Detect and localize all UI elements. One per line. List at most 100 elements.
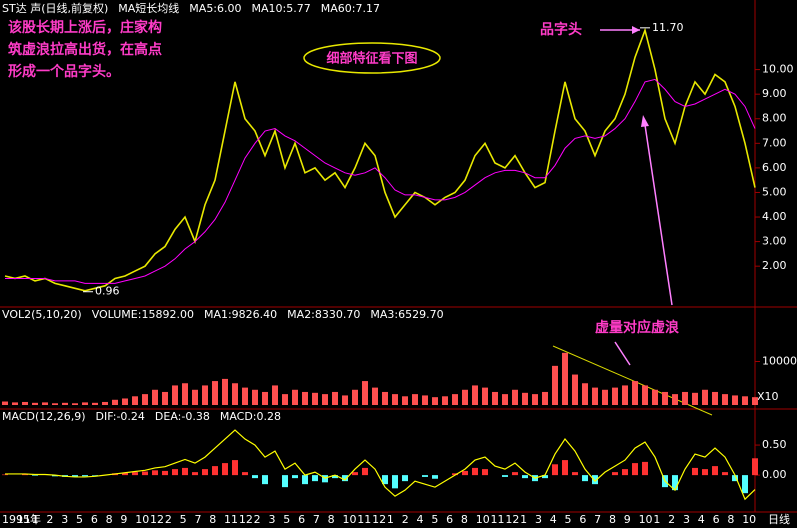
bar <box>52 403 58 405</box>
bar <box>222 378 228 405</box>
bar <box>732 475 738 482</box>
arrow-head <box>632 26 640 34</box>
bar <box>2 401 8 405</box>
x-tick-label: 9 <box>120 513 127 526</box>
bar <box>742 475 748 494</box>
bar <box>472 467 478 476</box>
x-tick-label: 4 <box>550 513 557 526</box>
x-tick-label: 8 <box>461 513 468 526</box>
bar <box>622 469 628 476</box>
bar <box>452 394 458 405</box>
bar <box>632 381 638 405</box>
price-label: 11.70 <box>652 21 684 34</box>
bar <box>562 352 568 405</box>
bar <box>132 396 138 405</box>
y-tick-label: 5.00 <box>762 185 787 198</box>
timeframe: 日线 <box>768 512 790 526</box>
bar <box>42 402 48 405</box>
bar <box>352 389 358 405</box>
bar <box>202 385 208 405</box>
bar <box>22 474 28 476</box>
y-tick-label: 6.00 <box>762 161 787 174</box>
bar <box>492 391 498 405</box>
bar <box>432 397 438 405</box>
y-tick-label: 4.00 <box>762 210 787 223</box>
bar <box>512 389 518 405</box>
x-tick-label: 4 <box>417 513 424 526</box>
x-tick-label: 5 <box>565 513 572 526</box>
x-tick-label: 12 <box>150 513 164 526</box>
y-tick-label: 0.00 <box>762 468 787 481</box>
bar <box>82 475 88 477</box>
bar <box>522 475 528 479</box>
x-tick-label: 3 <box>268 513 275 526</box>
bar <box>652 389 658 405</box>
bar <box>192 389 198 405</box>
x-tick-label: 1 <box>387 513 394 526</box>
x-tick-label: 12 <box>505 513 519 526</box>
legend-entry: MA3:6529.70 <box>370 308 443 321</box>
indicator-line <box>5 429 756 501</box>
bar <box>462 470 468 476</box>
arrow <box>614 341 631 366</box>
y-tick-label: 0.50 <box>762 438 787 451</box>
bar <box>712 391 718 405</box>
bar <box>322 394 328 405</box>
y-tick-label: 8.00 <box>762 112 787 125</box>
bar <box>182 467 188 476</box>
bar <box>712 466 718 476</box>
badge-outline <box>303 42 441 74</box>
price-label: 0.96 <box>95 285 120 298</box>
bar <box>592 387 598 405</box>
bar <box>212 381 218 405</box>
bar <box>342 395 348 405</box>
bar <box>112 399 118 405</box>
x-tick-label: 8 <box>727 513 734 526</box>
bar <box>122 472 128 476</box>
bar <box>282 394 288 405</box>
legend-entry: VOL2(5,10,20) <box>2 308 82 321</box>
y-tick-label: 10.00 <box>762 63 794 76</box>
bar <box>722 472 728 476</box>
bar <box>262 475 268 485</box>
bar <box>422 475 428 477</box>
x-tick-label: 7 <box>313 513 320 526</box>
legend-entry: DEA:-0.38 <box>155 410 210 423</box>
note-line: 形成一个品字头。 <box>8 63 120 80</box>
bar <box>312 392 318 405</box>
x-tick-label: 4 <box>698 513 705 526</box>
top-label: 品字头 <box>540 21 582 38</box>
bar <box>732 395 738 405</box>
bar <box>232 460 238 476</box>
x-tick-label: 10 <box>742 513 756 526</box>
legend-entry: MA5:6.00 <box>189 2 241 15</box>
bar <box>362 467 368 476</box>
x-tick-label: 11 <box>357 513 371 526</box>
x-tick-label: 2 <box>402 513 409 526</box>
bar <box>682 391 688 405</box>
x-tick-label: 2 <box>254 513 261 526</box>
y-tick-label: 10000 <box>762 355 797 368</box>
bar <box>362 381 368 405</box>
bar <box>152 389 158 405</box>
bar <box>512 472 518 476</box>
x-tick-label: 2 <box>46 513 53 526</box>
x-tick-label: 12 <box>372 513 386 526</box>
x-tick-label: 6 <box>91 513 98 526</box>
bar <box>132 472 138 476</box>
y-tick-label: 3.00 <box>762 235 787 248</box>
bar <box>462 389 468 405</box>
bar <box>662 391 668 405</box>
bar <box>552 464 558 476</box>
bar <box>82 402 88 405</box>
bar <box>702 389 708 405</box>
y-tick-label: 7.00 <box>762 136 787 149</box>
bar <box>272 385 278 405</box>
x-tick-label: 5 <box>180 513 187 526</box>
bar <box>742 396 748 405</box>
bar <box>302 475 308 485</box>
bar <box>592 475 598 485</box>
price-line <box>5 78 756 284</box>
bar <box>582 383 588 405</box>
